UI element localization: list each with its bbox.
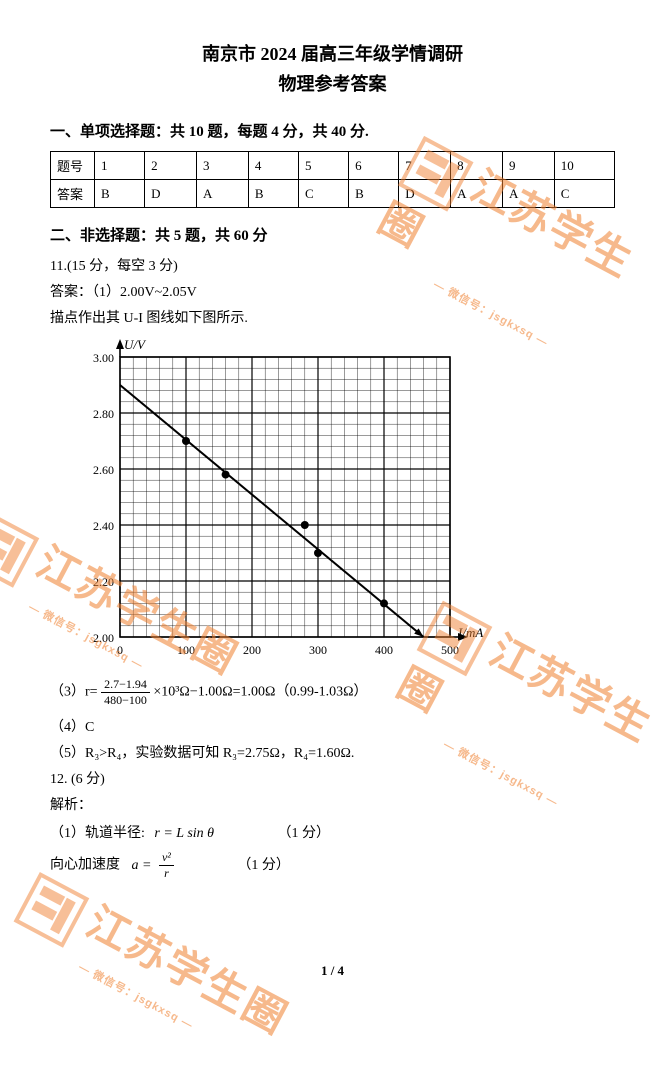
y-axis-label: U/V (124, 337, 145, 353)
cell: 6 (349, 152, 399, 180)
expr: r = L sin θ (154, 826, 214, 841)
score: （1 分） (237, 854, 290, 874)
section2-heading: 二、非选择题：共 5 题，共 60 分 (50, 224, 615, 245)
chart-svg (70, 337, 490, 667)
x-tick: 400 (364, 643, 404, 658)
cell: 4 (248, 152, 298, 180)
fraction: 2.7−1.94 480−100 (101, 677, 150, 708)
cell: B (248, 180, 298, 208)
cell: B (349, 180, 399, 208)
text: （1）轨道半径: (50, 826, 145, 841)
row-label: 题号 (51, 152, 95, 180)
y-tick: 2.20 (74, 575, 114, 590)
q12-head: 12. (6 分) (50, 768, 615, 788)
table-row: 答案 B D A B C B D A A C (51, 180, 615, 208)
y-tick: 2.40 (74, 519, 114, 534)
answers-table: 题号 1 2 3 4 5 6 7 8 9 10 答案 B D A B C B D… (50, 151, 615, 208)
q12-part1: （1）轨道半径: r = L sin θ （1 分） (50, 822, 615, 842)
page-number: 1 / 4 (0, 963, 665, 979)
y-tick: 2.60 (74, 463, 114, 478)
table-row: 题号 1 2 3 4 5 6 7 8 9 10 (51, 152, 615, 180)
y-tick: 3.00 (74, 351, 114, 366)
numerator: 2.7−1.94 (101, 677, 150, 693)
cell: B (95, 180, 145, 208)
q12-part2: 向心加速度 a = v² r （1 分） (50, 850, 615, 881)
cell: 3 (196, 152, 248, 180)
ui-chart: U/V I/mA 3.00 2.80 2.60 2.40 2.20 2.00 0… (70, 337, 490, 667)
watermark-badge-icon (0, 512, 39, 588)
denominator: 480−100 (101, 693, 150, 708)
lhs: a = (132, 858, 152, 873)
q11-part4: （4）C (50, 716, 615, 736)
q11-part5: （5）R₃>R₄，实验数据可知 R₃=2.75Ω，R₄=1.60Ω. (50, 742, 615, 762)
doc-title-1: 南京市 2024 届高三年级学情调研 (50, 40, 615, 66)
x-tick: 500 (430, 643, 470, 658)
cell: 1 (95, 152, 145, 180)
y-tick: 2.80 (74, 407, 114, 422)
q12-jiexi: 解析： (50, 794, 615, 814)
x-tick: 0 (100, 643, 140, 658)
numerator: v² (159, 850, 174, 866)
cell: 7 (399, 152, 451, 180)
watermark-sub: — 微信号：jsgkxsq — (6, 921, 266, 1070)
cell: A (196, 180, 248, 208)
x-tick: 100 (166, 643, 206, 658)
cell: C (554, 180, 614, 208)
x-axis-label: I/mA (458, 625, 483, 641)
cell: C (298, 180, 348, 208)
cell: A (502, 180, 554, 208)
denominator: r (159, 866, 174, 881)
cell: 10 (554, 152, 614, 180)
q11-ans2: 描点作出其 U-I 图线如下图所示. (50, 307, 615, 327)
cell: 2 (145, 152, 197, 180)
cell: D (399, 180, 451, 208)
q11-ans1: 答案：（1）2.00V~2.05V (50, 281, 615, 301)
section1-heading: 一、单项选择题：共 10 题，每题 4 分，共 40 分. (50, 120, 615, 141)
x-tick: 300 (298, 643, 338, 658)
row-label: 答案 (51, 180, 95, 208)
cell: 9 (502, 152, 554, 180)
text: 向心加速度 (50, 858, 120, 873)
text: ×10³Ω−1.00Ω=1.00Ω（0.99-1.03Ω） (153, 685, 367, 700)
score: （1 分） (278, 822, 331, 842)
cell: A (451, 180, 503, 208)
cell: 5 (298, 152, 348, 180)
q11-part3: （3）r= 2.7−1.94 480−100 ×10³Ω−1.00Ω=1.00Ω… (50, 677, 615, 708)
cell: D (145, 180, 197, 208)
text: （3）r= (50, 685, 98, 700)
x-tick: 200 (232, 643, 272, 658)
fraction: v² r (159, 850, 174, 881)
cell: 8 (451, 152, 503, 180)
doc-title-2: 物理参考答案 (50, 70, 615, 96)
q11-head: 11.(15 分，每空 3 分) (50, 255, 615, 275)
